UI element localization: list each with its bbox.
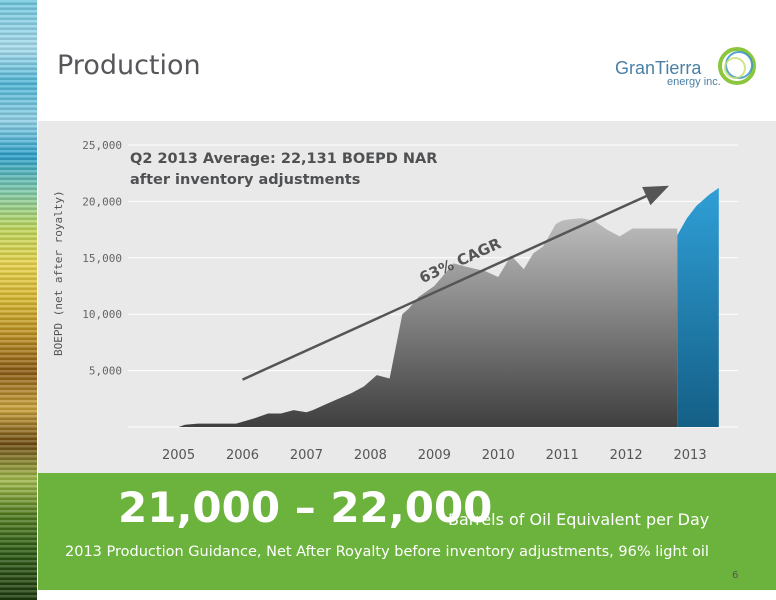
y-tick-label: 15,000 [82, 252, 122, 265]
x-tick-label: 2010 [482, 448, 515, 463]
guidance-unit: Barrels of Oil Equivalent per Day [448, 510, 710, 529]
x-tick-label: 2005 [162, 448, 195, 463]
decorative-stripe-lines [0, 0, 37, 600]
trend-arrow [241, 185, 670, 381]
y-tick-label: 10,000 [82, 308, 122, 321]
guidance-description: 2013 Production Guidance, Net After Roya… [65, 544, 709, 560]
production-chart: 25,000 20,000 15,000 10,000 5,000 2005 2006 20… [52, 139, 738, 463]
chart-panel: 25,000 20,000 15,000 10,000 5,000 2005 2006 20… [38, 121, 776, 473]
x-tick-label: 2008 [354, 448, 387, 463]
logo-ring-icon [718, 47, 756, 85]
x-tick-label: 2011 [546, 448, 579, 463]
y-tick-label: 20,000 [82, 195, 122, 208]
y-tick-label: 25,000 [82, 139, 122, 152]
logo-name: GranTierra [615, 58, 702, 78]
y-axis-label: BOEPD (net after royalty) [52, 190, 65, 356]
area-series-0 [178, 218, 678, 427]
x-tick-label: 2006 [226, 448, 259, 463]
chart-annotation-line-1: Q2 2013 Average: 22,131 BOEPD NAR [130, 151, 437, 167]
decorative-stripe [0, 0, 37, 600]
x-tick-label: 2009 [418, 448, 451, 463]
guidance-banner: 21,000 – 22,000 Barrels of Oil Equivalen… [38, 473, 776, 590]
guidance-range: 21,000 – 22,000 [118, 483, 493, 532]
chart-annotation-line-2: after inventory adjustments [130, 172, 360, 188]
logo-subtitle: energy inc. [667, 76, 721, 88]
area-series-1 [677, 187, 719, 427]
x-tick-label: 2012 [610, 448, 643, 463]
y-tick-label: 5,000 [89, 365, 122, 378]
x-tick-label: 2013 [674, 448, 707, 463]
slide-title: Production [57, 50, 201, 81]
company-logo: GranTierra energy inc. [615, 42, 765, 92]
page-number: 6 [732, 570, 739, 581]
x-tick-label: 2007 [290, 448, 323, 463]
